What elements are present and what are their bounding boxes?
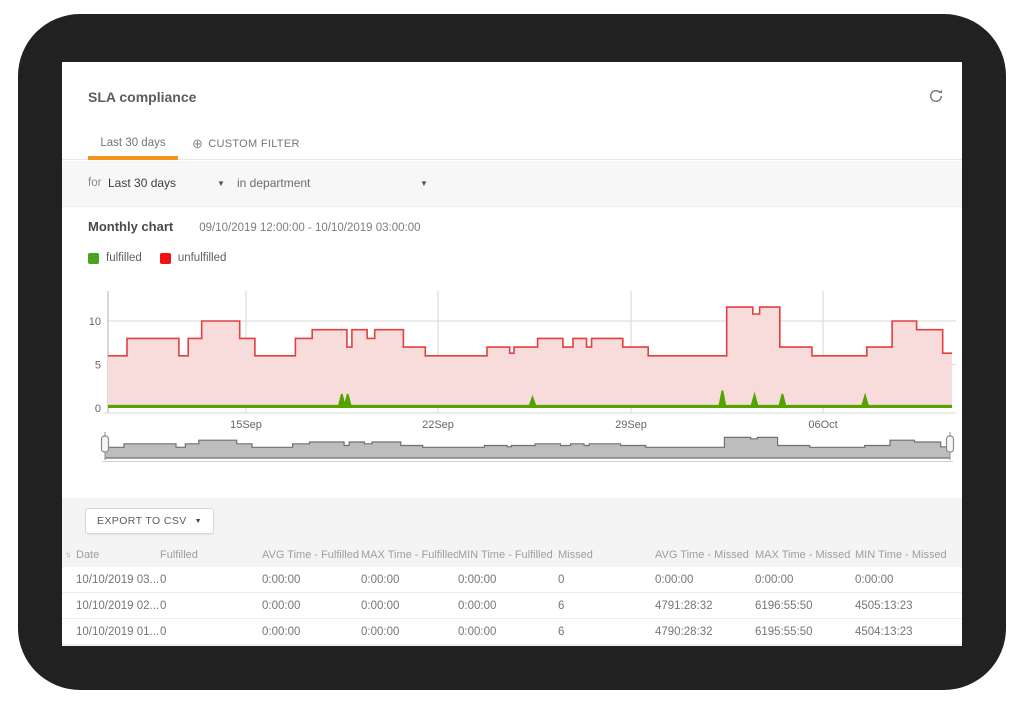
table-cell: 0:00:00 [361,625,400,638]
header-cell[interactable]: MIN Time - Missed [855,549,947,561]
filter-bar: for Last 30 days ▼ in department ▼ [62,161,962,207]
sla-area-chart: 0 5 10 15Sep 22Sep 29Sep 06Oct [89,291,956,431]
table-cell: 10/10/2019 02... [76,599,160,612]
table-cell: 0:00:00 [855,573,894,586]
table-header: ↑↓ Date Fulfilled AVG Time - Fulfilled MAX … [62,543,962,567]
table-cell: 0:00:00 [361,573,400,586]
svg-text:29Sep: 29Sep [615,419,647,431]
header-cell[interactable]: Missed [558,549,593,561]
table-cell: 6195:55:50 [755,625,813,638]
refresh-button[interactable] [925,86,947,108]
sort-icon[interactable]: ↑↓ [65,550,71,559]
navigator-handle-right[interactable] [945,435,955,453]
chart-header: Monthly chart 09/10/2019 12:00:00 - 10/1… [88,219,421,234]
table-cell: 10/10/2019 03... [76,573,160,586]
table-cell: 0:00:00 [262,625,301,638]
table-row: 10/10/2019 02... 0 0:00:00 0:00:00 0:00:00 6 4… [62,593,962,619]
table-cell: 0:00:00 [458,573,497,586]
table-cell: 0:00:00 [655,573,694,586]
department-dropdown[interactable]: in department [237,176,311,190]
tab-last-30-days[interactable]: Last 30 days [100,137,166,149]
export-caret-down-icon: ▼ [194,517,202,525]
table-body: 10/10/2019 03... 0 0:00:00 0:00:00 0:00:00 0 0… [62,567,962,645]
table-cell: 4790:28:32 [655,625,713,638]
table-cell: 0 [558,573,565,586]
header-cell[interactable]: MAX Time - Fulfilled [361,549,458,561]
table-cell: 0:00:00 [361,599,400,612]
table-cell: 0:00:00 [262,599,301,612]
tab-custom-filter[interactable]: ⊕ CUSTOM FILTER [192,136,300,151]
table-cell: 0:00:00 [262,573,301,586]
table-cell: 6196:55:50 [755,599,813,612]
department-caret-down-icon[interactable]: ▼ [420,179,428,188]
period-dropdown[interactable]: Last 30 days [108,176,177,190]
navigator-handle-left[interactable] [100,435,110,453]
table-cell: 0:00:00 [755,573,794,586]
table-cell: 6 [558,625,565,638]
fulfilled-swatch [88,252,99,264]
table-cell: 4504:13:23 [855,625,913,638]
period-caret-down-icon[interactable]: ▼ [217,179,225,188]
table-cell: 0:00:00 [458,599,497,612]
svg-text:5: 5 [95,360,101,372]
table-cell: 0:00:00 [458,625,497,638]
circled-plus-icon: ⊕ [192,136,204,151]
table-row: 10/10/2019 03... 0 0:00:00 0:00:00 0:00:00 0 0… [62,567,962,593]
header-cell[interactable]: MIN Time - Fulfilled [458,549,553,561]
refresh-icon [928,88,944,107]
legend-item-unfulfilled[interactable]: unfulfilled [159,252,226,264]
tab-bar: Last 30 days ⊕ CUSTOM FILTER [62,130,962,160]
header-cell[interactable]: AVG Time - Missed [655,549,749,561]
svg-text:22Sep: 22Sep [422,419,454,431]
header-cell[interactable]: Date [76,549,100,561]
svg-text:10: 10 [89,316,101,328]
table-row: 10/10/2019 01... 0 0:00:00 0:00:00 0:00:00 6 4… [62,619,962,645]
active-tab-indicator [88,156,178,160]
chart-legend: fulfilled unfulfilled [88,252,226,264]
table-cell: 4505:13:23 [855,599,913,612]
table-cell: 0 [160,625,167,638]
header-cell[interactable]: AVG Time - Fulfilled [262,549,359,561]
chart-date-range: 09/10/2019 12:00:00 - 10/10/2019 03:00:0… [199,222,421,234]
svg-text:15Sep: 15Sep [230,419,262,431]
sla-compliance-panel: SLA compliance Last 30 days ⊕ CUSTOM FILT… [62,62,962,646]
table-cell: 10/10/2019 01... [76,625,160,638]
panel-title: SLA compliance [88,89,197,105]
legend-item-fulfilled[interactable]: fulfilled [88,252,142,264]
table-cell: 0 [160,573,167,586]
for-label: for [88,177,102,189]
svg-text:06Oct: 06Oct [808,419,837,431]
unfulfilled-swatch [159,252,171,264]
header-cell[interactable]: MAX Time - Missed [755,549,851,561]
chart-title: Monthly chart [88,219,174,234]
table-cell: 0 [160,599,167,612]
svg-text:0: 0 [95,403,101,415]
table-cell: 4791:28:32 [655,599,713,612]
chart-navigator[interactable] [78,430,958,466]
results-section: EXPORT TO CSV ▼ ↑↓ Date Fulfilled AVG Time… [62,498,962,646]
export-to-csv-button[interactable]: EXPORT TO CSV ▼ [85,508,214,534]
table-cell: 6 [558,599,565,612]
header-cell[interactable]: Fulfilled [160,549,198,561]
